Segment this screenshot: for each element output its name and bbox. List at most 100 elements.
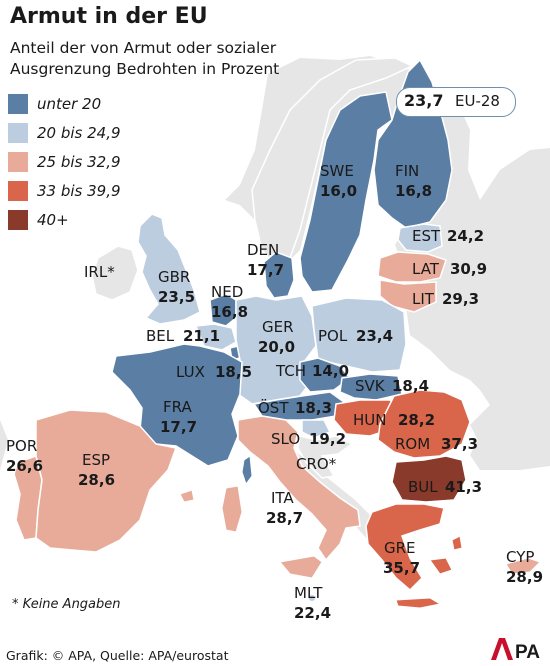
label-swe-value: 16,0	[320, 182, 358, 200]
label-lit-code: LIT	[412, 290, 434, 308]
label-gbr-code: GBR	[158, 268, 191, 286]
map-region-svk	[339, 373, 403, 401]
map-region-swe	[299, 91, 393, 293]
label-fra-value: 17,7	[160, 418, 198, 436]
map-region-ita-sicily	[279, 555, 323, 579]
label-ita-value: 28,7	[266, 509, 304, 527]
label-mlt-value: 22,4	[294, 604, 332, 622]
label-pol-code: POL	[318, 327, 348, 345]
map-region-lat	[377, 251, 447, 283]
legend-swatch	[8, 94, 28, 114]
map-region-irl	[91, 245, 139, 301]
label-swe-code: SWE	[320, 162, 354, 180]
label-slo-value: 19,2	[309, 430, 347, 448]
map-region-nor	[251, 57, 414, 263]
eu28-badge	[396, 87, 516, 117]
label-ger-code: GER	[262, 318, 294, 336]
label-ned-value: 16,8	[211, 303, 249, 321]
legend-label: 25 bis 32,9	[37, 153, 121, 171]
label-rom-value: 37,3	[441, 435, 479, 453]
label-ost-value: 18,3	[295, 399, 333, 417]
label-cro-code: CRO*	[296, 455, 337, 473]
label-gre-code: GRE	[384, 539, 416, 557]
map-region-bul	[391, 455, 467, 503]
map-region-rom	[377, 389, 471, 459]
eu28-value: 23,7	[404, 91, 444, 110]
map-title: Armut in der EU	[10, 4, 208, 29]
map-region-lit	[379, 279, 437, 313]
label-gre-value: 35,7	[383, 559, 421, 577]
label-bel-value: 21,1	[183, 327, 221, 345]
label-mlt-code: MLT	[294, 584, 323, 602]
map-region-mlt	[309, 595, 315, 601]
label-est-value: 24,2	[447, 227, 485, 245]
label-bel-code: BEL	[146, 327, 175, 345]
map-region-pol	[311, 297, 407, 373]
label-est-code: EST	[412, 227, 441, 245]
label-hun-code: HUN	[353, 411, 387, 429]
map-region-esp-islands	[179, 489, 195, 503]
label-pol-value: 23,4	[356, 327, 394, 345]
subtitle-line-1: Anteil der von Armut oder sozialer	[10, 39, 277, 57]
map-region-gre	[365, 503, 445, 592]
legend-swatch	[8, 210, 28, 230]
legend-swatch	[8, 181, 28, 201]
map-region-ita-sardinia	[221, 485, 243, 533]
label-hun-value: 28,2	[398, 411, 436, 429]
source-credit: Grafik: © APA, Quelle: APA/eurostat	[6, 648, 229, 663]
map-region-ita	[237, 415, 361, 562]
label-lat-code: LAT	[412, 260, 439, 278]
label-tch-value: 14,0	[312, 362, 350, 380]
apa-logo: PA	[491, 638, 540, 662]
legend-item-25-32: 25 bis 32,9	[8, 151, 121, 173]
subtitle-line-2: Ausgrenzung Bedrohten in Prozent	[10, 60, 280, 78]
label-den-value: 17,7	[247, 261, 285, 279]
label-rom-code: ROM	[395, 435, 431, 453]
label-fin-code: FIN	[395, 162, 420, 180]
label-cyp-value: 28,9	[506, 568, 544, 586]
label-ost-code: ÖST	[258, 399, 289, 417]
map-subtitle: Anteil der von Armut oder sozialer Ausgr…	[10, 38, 279, 80]
legend-item-20-24: 20 bis 24,9	[8, 122, 121, 144]
label-esp-code: ESP	[82, 451, 111, 469]
map-region-slo	[301, 419, 332, 439]
svg-text:PA: PA	[515, 642, 540, 662]
map-region-fra	[111, 343, 243, 467]
label-lit-value: 29,3	[442, 290, 480, 308]
map-region-est	[397, 223, 443, 253]
label-ned-code: NED	[211, 283, 244, 301]
label-lux-code: LUX	[176, 363, 205, 381]
map-region-esp	[35, 409, 178, 553]
label-lat-value: 30,9	[450, 260, 488, 278]
label-lux-value: 18,5	[215, 363, 253, 381]
legend-label: 40+	[37, 211, 69, 229]
label-bul-value: 41,3	[445, 478, 483, 496]
label-svk-value: 18,4	[392, 377, 430, 395]
label-gbr-value: 23,5	[158, 288, 196, 306]
label-bul-code: BUL	[408, 478, 438, 496]
label-den-code: DEN	[247, 241, 280, 259]
label-esp-value: 28,6	[78, 471, 116, 489]
label-cyp-code: CYP	[506, 548, 535, 566]
legend-item-33-39: 33 bis 39,9	[8, 180, 121, 202]
footnote: * Keine Angaben	[12, 597, 121, 612]
map-region-fra-corsica	[241, 455, 253, 486]
label-svk-code: SVK	[355, 377, 385, 395]
legend-label: 33 bis 39,9	[37, 182, 121, 200]
map-region-cyp	[505, 557, 541, 575]
map-region-gbr	[137, 213, 201, 325]
label-irl-code: IRL*	[84, 263, 115, 281]
label-ger-value: 20,0	[258, 338, 296, 356]
legend-label: 20 bis 24,9	[37, 124, 121, 142]
legend-swatch	[8, 152, 28, 172]
label-ita-code: ITA	[271, 489, 294, 507]
map-region-den	[263, 251, 295, 299]
label-fra-code: FRA	[163, 398, 192, 416]
label-tch-code: TCH	[276, 362, 307, 380]
legend-item-under-20: unter 20	[8, 93, 101, 115]
map-region-cro	[297, 435, 354, 479]
label-por-code: POR	[6, 437, 38, 455]
eu28-label: EU-28	[455, 92, 500, 110]
legend-swatch	[8, 123, 28, 143]
